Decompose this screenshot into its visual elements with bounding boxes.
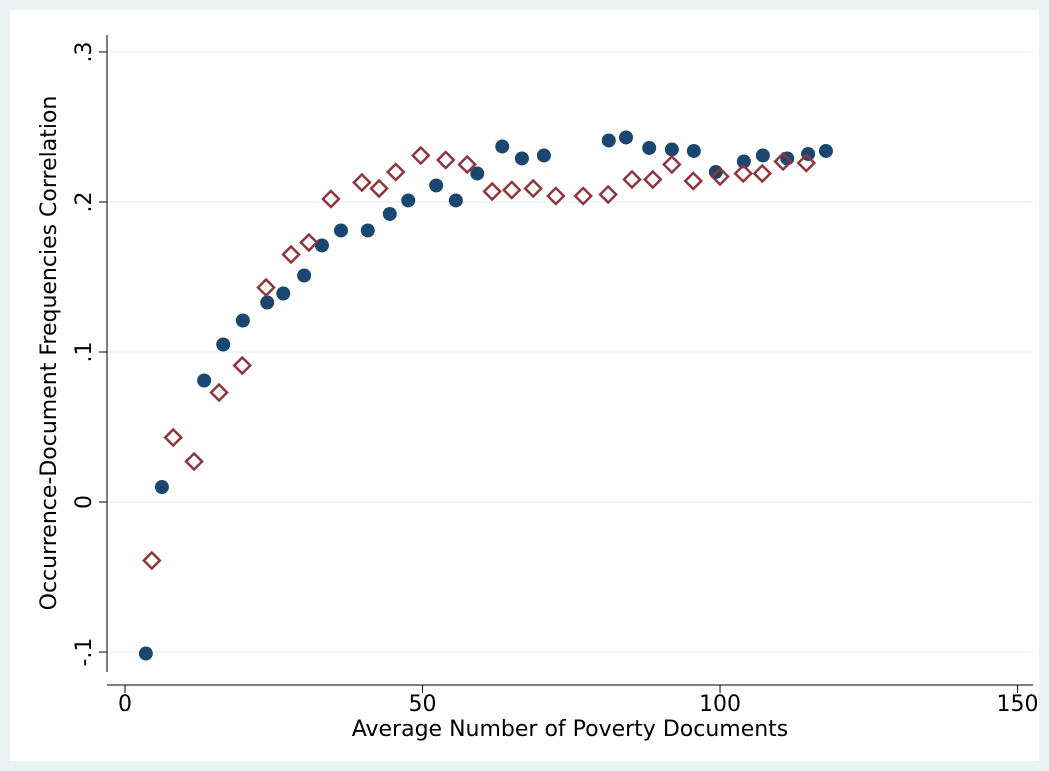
- point: [321, 189, 341, 209]
- point: [299, 232, 319, 253]
- point: [523, 178, 543, 199]
- point: [360, 223, 375, 238]
- point: [281, 244, 301, 265]
- point: [598, 184, 618, 205]
- point: [334, 223, 349, 238]
- point: [142, 550, 162, 571]
- point: [619, 130, 634, 145]
- point: [622, 169, 642, 190]
- point: [232, 355, 253, 376]
- point: [601, 133, 616, 148]
- point: [573, 186, 593, 206]
- x-tick-label: 0: [118, 692, 132, 717]
- point: [235, 313, 250, 328]
- point: [514, 151, 529, 166]
- x-tick-label: 50: [409, 692, 437, 717]
- point: [209, 382, 229, 403]
- point: [256, 277, 276, 298]
- x-tick-label: 100: [699, 692, 741, 717]
- point: [297, 268, 312, 283]
- point: [796, 153, 817, 173]
- y-tick-label: .2: [72, 191, 97, 212]
- point: [197, 373, 212, 388]
- point: [662, 154, 682, 175]
- y-axis-title: Occurrence-Document Frequencies Correlat…: [37, 96, 62, 611]
- point: [482, 181, 502, 202]
- point: [429, 178, 444, 193]
- point: [184, 451, 204, 472]
- point: [733, 163, 754, 184]
- point: [448, 193, 463, 208]
- point: [683, 171, 704, 191]
- point: [410, 145, 431, 166]
- point: [314, 238, 329, 253]
- point: [546, 186, 566, 206]
- y-tick-label: 0: [72, 495, 97, 509]
- x-axis-title: Average Number of Poverty Documents: [352, 717, 789, 742]
- y-tick-label: -.1: [72, 638, 97, 667]
- point: [216, 337, 231, 352]
- point: [163, 427, 183, 448]
- point: [495, 139, 510, 154]
- point: [369, 178, 389, 199]
- point: [457, 154, 477, 175]
- point: [710, 166, 730, 187]
- point: [755, 148, 770, 163]
- point: [382, 206, 397, 221]
- y-tick-label: .3: [72, 41, 97, 62]
- point: [154, 480, 169, 495]
- point: [536, 148, 551, 163]
- point: [385, 162, 406, 182]
- point: [435, 150, 456, 170]
- point: [818, 143, 833, 158]
- point: [470, 166, 485, 181]
- point: [736, 154, 751, 169]
- x-tick-label: 150: [997, 692, 1039, 717]
- point: [401, 193, 416, 208]
- point: [276, 286, 291, 301]
- point: [686, 143, 701, 158]
- point: [352, 172, 372, 193]
- point: [773, 151, 793, 172]
- point: [502, 180, 522, 200]
- point: [752, 163, 773, 184]
- point: [260, 295, 275, 310]
- point: [642, 140, 657, 155]
- point: [643, 169, 663, 190]
- point: [664, 142, 679, 157]
- point: [138, 646, 153, 661]
- graph-region: [10, 10, 1039, 761]
- y-tick-label: .1: [72, 341, 97, 362]
